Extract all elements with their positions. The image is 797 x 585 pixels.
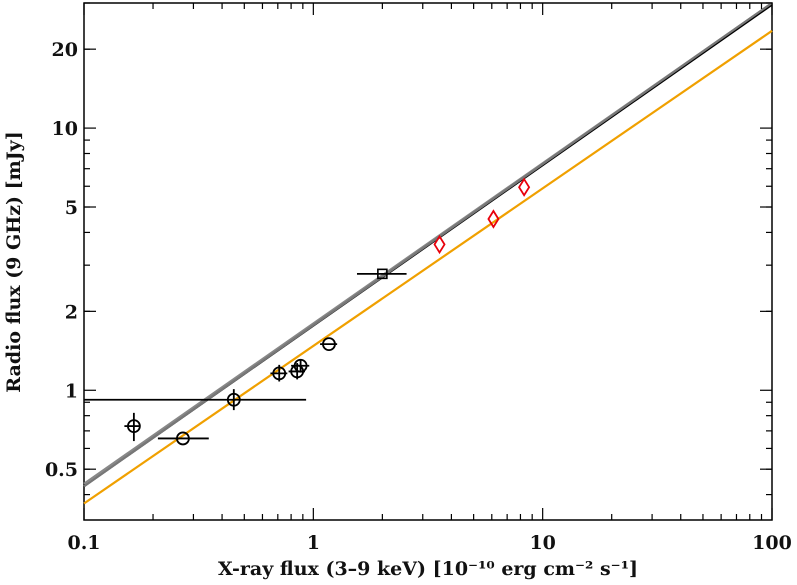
plot-frame <box>83 2 773 521</box>
fit-lines <box>83 2 773 505</box>
y-axis-label: Radio flux (9 GHz) [mJy] <box>3 131 25 392</box>
square-point <box>377 268 388 280</box>
fit-line-2 <box>83 2 773 488</box>
y-tick-label: 0.5 <box>45 459 78 481</box>
circle-point <box>322 337 336 351</box>
y-tick-label: 2 <box>65 301 78 323</box>
y-tick-label: 10 <box>52 118 78 140</box>
tick-labels: 0.1 1 10 100 0.5 1 2 5 10 20 <box>45 39 792 554</box>
circle-point <box>272 366 287 381</box>
y-tick-label: 5 <box>65 197 78 219</box>
axis-ticks <box>83 2 773 520</box>
x-tick-label: 0.1 <box>67 532 100 554</box>
x-tick-label: 1 <box>307 532 320 554</box>
circle-point <box>126 419 141 433</box>
error-bars <box>84 272 407 442</box>
data-markers <box>126 177 531 446</box>
fit-line-3 <box>83 29 773 505</box>
x-axis-label: X-ray flux (3–9 keV) [10⁻¹⁰ erg cm⁻² s⁻¹… <box>218 558 638 580</box>
diamond-point <box>433 234 446 255</box>
x-tick-label: 100 <box>752 532 792 554</box>
circle-point <box>226 392 241 407</box>
circle-point <box>293 358 308 373</box>
diamond-point <box>518 177 531 197</box>
x-tick-label: 10 <box>529 532 555 554</box>
y-tick-label: 1 <box>65 380 78 402</box>
circle-point <box>176 431 190 446</box>
diamond-point <box>487 209 500 229</box>
y-tick-label: 20 <box>52 39 78 61</box>
